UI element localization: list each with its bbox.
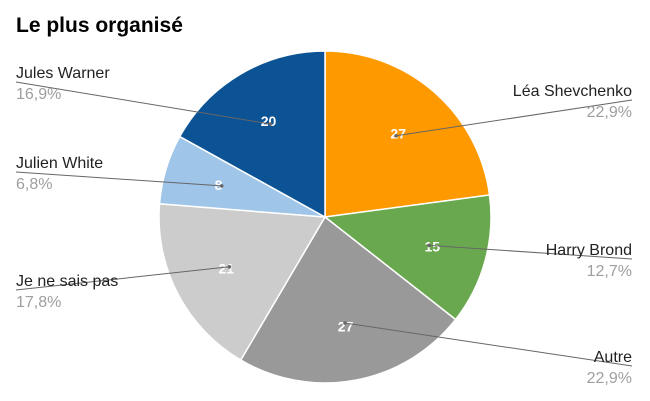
pie-slice-je-ne-sais-pas [158,202,327,362]
slice-value-label-harry-brond: 15 [425,238,441,254]
slice-name-label-je-ne-sais-pas: Je ne sais pas [16,273,118,290]
leader-dot-autre [343,321,347,325]
slice-value-label-lea-shevchenko: 27 [390,125,406,141]
leader-dot-harry-brond [427,243,431,248]
slice-percent-label-lea-shevchenko: 22,9% [587,104,632,121]
slice-name-label-harry-brond: Harry Brond [546,242,632,259]
leader-dot-jules-warner [268,122,273,126]
slice-percent-label-julien-white: 6,8% [16,176,52,193]
slice-name-label-lea-shevchenko: Léa Shevchenko [513,83,632,100]
pie-slice-harry-brond [323,194,492,321]
leader-line-je-ne-sais-pas [15,266,230,291]
slice-name-label-julien-white: Julien White [16,155,103,172]
slice-value-label-autre: 27 [338,318,354,334]
slice-percent-label-je-ne-sais-pas: 17,8% [16,294,61,311]
slice-percent-label-autre: 22,9% [587,370,632,387]
leader-line-autre [344,322,633,367]
slice-percent-label-harry-brond: 12,7% [587,263,632,280]
pie-slice-autre [239,215,457,384]
slice-value-label-je-ne-sais-pas: 21 [219,260,235,276]
leader-dot-lea-shevchenko [394,134,398,138]
leader-line-jules-warner [15,81,271,125]
leader-line-julien-white [15,171,222,187]
leader-dot-julien-white [219,184,224,188]
slice-value-label-julien-white: 8 [215,177,223,193]
slice-percent-label-jules-warner: 16,9% [16,86,61,103]
leader-line-harry-brond [429,244,633,260]
leader-line-lea-shevchenko [396,99,633,137]
slice-name-label-autre: Autre [594,349,632,366]
leader-dot-je-ne-sais-pas [227,265,232,269]
slice-value-label-jules-warner: 20 [261,113,277,129]
slice-name-label-jules-warner: Jules Warner [16,65,110,82]
chart-title: Le plus organisé [16,14,183,37]
pie-slice-jules-warner [178,50,326,219]
